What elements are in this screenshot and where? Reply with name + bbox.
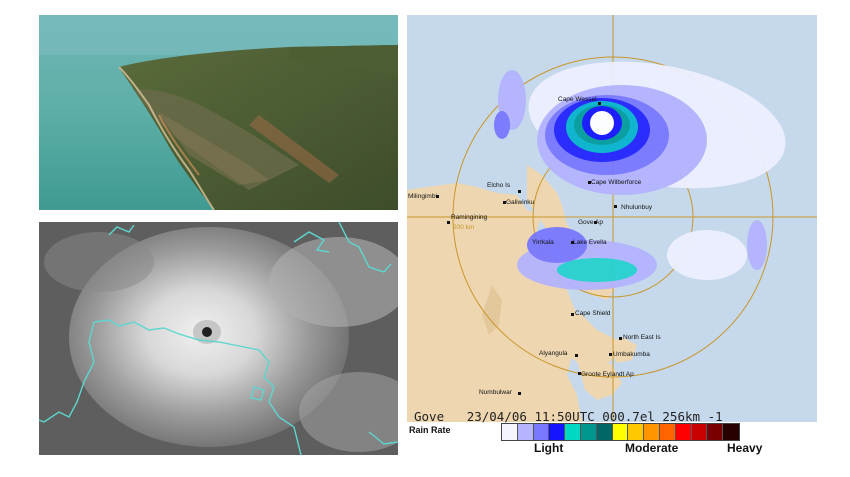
- scale-swatch: [612, 424, 629, 440]
- satellite-cyclone-image: [39, 222, 398, 455]
- scale-swatch: [580, 424, 597, 440]
- scale-label-moderate: Moderate: [625, 441, 679, 455]
- place-label: Nhulunbuy: [621, 204, 653, 211]
- scale-swatch: [659, 424, 676, 440]
- scale-label-heavy: Heavy: [727, 441, 763, 455]
- scale-swatch: [565, 424, 581, 440]
- scale-swatch: [707, 424, 724, 440]
- place-label: Ramingining: [451, 214, 488, 221]
- place-label: Alyangula: [539, 350, 568, 357]
- scale-swatch: [675, 424, 692, 440]
- scale-swatch: [502, 424, 518, 440]
- place-label: Cape Wilberforce: [591, 179, 642, 186]
- place-label: Groote Eylandt Ap: [581, 371, 634, 378]
- place-label: Elcho Is: [487, 182, 511, 189]
- radar-status-line: Gove 23/04/06 11:50UTC 000.7el 256km -1: [414, 409, 824, 424]
- scale-swatch: [596, 424, 613, 440]
- place-label: Lake Evella: [573, 239, 607, 246]
- place-label: Numbulwar: [479, 389, 513, 396]
- place-label: Yirrkala: [532, 239, 554, 246]
- scale-label-light: Light: [534, 441, 564, 455]
- scale-swatch: [549, 424, 566, 440]
- place-label: Gove Ap: [578, 219, 603, 226]
- radar-graphic: Cape Wessel Milingimbi Elcho Is Galiwink…: [407, 15, 817, 422]
- radar-elevation: 000.7el: [602, 409, 655, 424]
- scale-swatch: [533, 424, 550, 440]
- satellite-image-graphic: [39, 222, 398, 455]
- scale-swatch: [723, 424, 739, 440]
- place-label: North East Is: [623, 334, 661, 341]
- place-label: Cape Shield: [575, 310, 611, 317]
- radar-date: 23/04/06: [466, 409, 527, 424]
- place-label: Milingimbi: [408, 193, 437, 200]
- range-ring-label: 200 km: [453, 224, 474, 231]
- place-label: Umbakumba: [613, 351, 650, 358]
- scale-swatch: [644, 424, 660, 440]
- rain-rate-scale: [501, 423, 740, 441]
- radar-map: Cape Wessel Milingimbi Elcho Is Galiwink…: [407, 15, 817, 422]
- radar-time: 11:50UTC: [534, 409, 595, 424]
- scale-swatch: [691, 424, 708, 440]
- radar-trailer: -1: [707, 409, 723, 424]
- place-label: Galiwinku: [506, 199, 535, 206]
- aerial-coast-photo: [39, 15, 398, 210]
- aerial-photo-graphic: [39, 15, 398, 210]
- place-label: Cape Wessel: [558, 96, 597, 103]
- radar-range: 256km: [662, 409, 701, 424]
- rain-rate-label: Rain Rate: [409, 425, 451, 435]
- scale-swatch: [628, 424, 645, 440]
- scale-swatch: [517, 424, 534, 440]
- radar-station: Gove: [414, 409, 445, 424]
